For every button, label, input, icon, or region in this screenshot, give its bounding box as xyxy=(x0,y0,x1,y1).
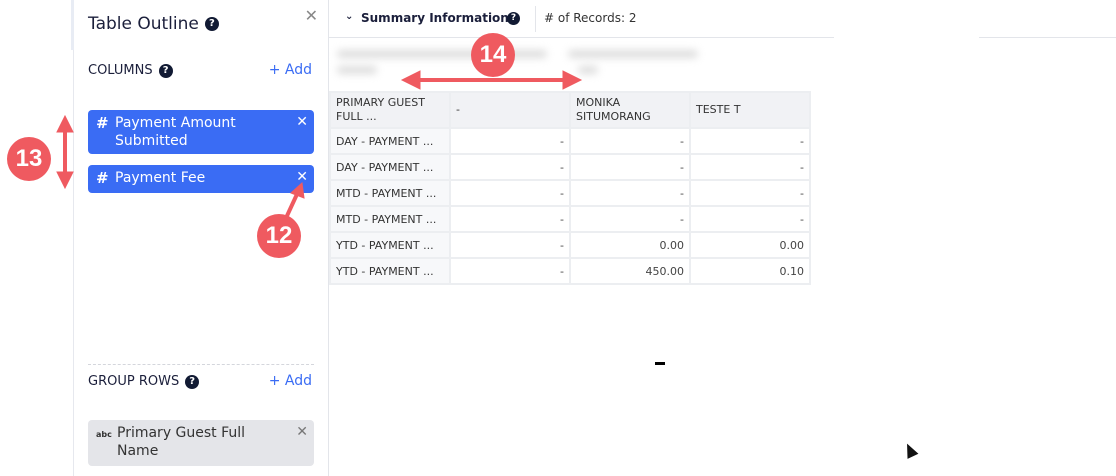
add-group-row-button[interactable]: + Add xyxy=(268,373,312,389)
cell: - xyxy=(689,127,811,155)
stray-mark xyxy=(655,362,665,365)
group-rows-label: GROUP ROWS? xyxy=(88,374,200,389)
table-row: YTD - PAYMENT ... -0.00 0.00 xyxy=(329,231,811,259)
blurred-header xyxy=(333,42,705,84)
summary-title[interactable]: Summary Information xyxy=(361,11,509,25)
column-header[interactable]: PRIMARY GUEST FULL ... xyxy=(329,91,451,129)
remove-icon[interactable]: ✕ xyxy=(296,114,308,130)
row-header: YTD - PAYMENT ... xyxy=(329,257,451,285)
summary-bar: ⌄ Summary Information ? # of Records: 2 xyxy=(329,0,1116,40)
table-row: MTD - PAYMENT ... - - - xyxy=(329,205,811,233)
hash-icon: # xyxy=(96,169,109,187)
remove-icon[interactable]: ✕ xyxy=(296,169,308,185)
summary-table: PRIMARY GUEST FULL ... - MONIKA SITUMORA… xyxy=(329,91,811,285)
cell: - xyxy=(449,257,571,285)
annotation-badge-13: 13 xyxy=(7,137,51,181)
help-icon[interactable]: ? xyxy=(185,374,200,389)
cell: - xyxy=(569,205,691,233)
cell: - xyxy=(449,127,571,155)
table-row: DAY - PAYMENT ... - - - xyxy=(329,153,811,181)
row-header: YTD - PAYMENT ... xyxy=(329,231,451,259)
cell: - xyxy=(449,179,571,207)
annotation-badge-14: 14 xyxy=(471,33,515,77)
annotation-badge-12: 12 xyxy=(257,214,301,258)
help-icon[interactable]: ? xyxy=(204,17,219,31)
cell: - xyxy=(449,231,571,259)
group-chip-primary-guest-full-name[interactable]: abc Primary Guest Full Name ✕ xyxy=(88,420,314,466)
cell: - xyxy=(569,153,691,181)
text-type-icon: abc xyxy=(96,430,112,439)
diagonal-arrow-line xyxy=(284,191,300,219)
cell: 0.10 xyxy=(689,257,811,285)
row-header: MTD - PAYMENT ... xyxy=(329,205,451,233)
cell: - xyxy=(689,153,811,181)
cell: 0.00 xyxy=(569,231,691,259)
table-header-row: PRIMARY GUEST FULL ... - MONIKA SITUMORA… xyxy=(329,91,811,129)
column-chip-payment-amount-submitted[interactable]: # Payment Amount Submitted ✕ xyxy=(88,110,314,154)
column-header[interactable]: MONIKA SITUMORANG xyxy=(569,91,691,129)
cell: - xyxy=(689,205,811,233)
row-header: MTD - PAYMENT ... xyxy=(329,179,451,207)
help-icon[interactable]: ? xyxy=(158,63,173,78)
cell: - xyxy=(449,153,571,181)
record-count: # of Records: 2 xyxy=(544,11,637,25)
remove-icon[interactable]: ✕ xyxy=(296,424,308,440)
chevron-down-icon[interactable]: ⌄ xyxy=(345,11,354,22)
table-row: MTD - PAYMENT ... - - - xyxy=(329,179,811,207)
table-row: YTD - PAYMENT ... -450.00 0.10 xyxy=(329,257,811,285)
cell: 450.00 xyxy=(569,257,691,285)
hash-icon: # xyxy=(96,114,109,132)
arrow-head xyxy=(562,70,583,90)
column-header[interactable]: TESTE T xyxy=(689,91,811,129)
cell: 0.00 xyxy=(689,231,811,259)
arrow-head xyxy=(56,114,74,133)
table-row: DAY - PAYMENT ... - - - xyxy=(329,127,811,155)
divider xyxy=(88,364,314,365)
left-strip xyxy=(0,0,74,476)
arrow-head xyxy=(56,171,74,190)
add-column-button[interactable]: + Add xyxy=(268,62,312,78)
column-chip-payment-fee[interactable]: # Payment Fee ✕ xyxy=(88,165,314,193)
arrow-head xyxy=(290,181,305,199)
bar-gap xyxy=(834,30,979,40)
cell: - xyxy=(569,127,691,155)
panel-title: Table Outline? xyxy=(88,14,219,34)
cell: - xyxy=(569,179,691,207)
columns-label: COLUMNS? xyxy=(88,63,173,78)
cell: - xyxy=(689,179,811,207)
close-icon[interactable]: ✕ xyxy=(304,6,318,25)
help-icon[interactable]: ? xyxy=(507,12,520,25)
column-header[interactable]: - xyxy=(449,91,571,129)
row-header: DAY - PAYMENT ... xyxy=(329,153,451,181)
row-header: DAY - PAYMENT ... xyxy=(329,127,451,155)
cell: - xyxy=(449,205,571,233)
separator xyxy=(535,6,536,32)
arrow-head xyxy=(400,70,421,90)
